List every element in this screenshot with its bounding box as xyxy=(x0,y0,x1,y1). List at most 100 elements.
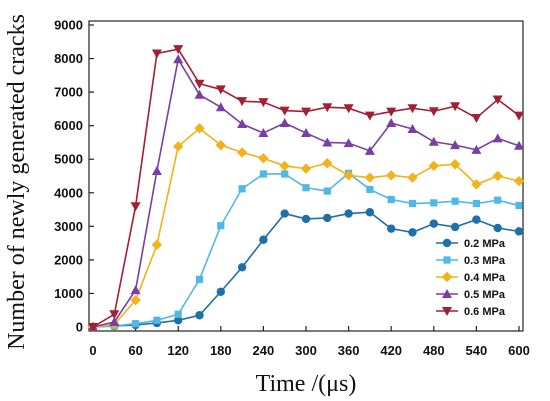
ticks: 0 60 120 180 240 300 360 420 480 540 6000100020003… xyxy=(54,18,530,359)
data-point xyxy=(407,172,418,183)
legend-item: 0.4 MPa xyxy=(436,271,506,284)
data-point xyxy=(300,163,312,174)
y-tick-label: 5000 xyxy=(54,152,83,167)
data-point xyxy=(408,228,417,237)
data-point xyxy=(471,144,482,154)
data-point xyxy=(364,111,375,121)
data-point xyxy=(279,160,290,172)
data-point xyxy=(194,79,205,89)
data-point xyxy=(238,185,246,193)
data-point xyxy=(494,196,502,204)
x-tick-label: 540 xyxy=(466,343,488,358)
data-point xyxy=(301,107,311,117)
series-line-03-mpa xyxy=(92,172,520,328)
data-point xyxy=(258,153,269,164)
x-tick-label: 240 xyxy=(253,343,275,358)
series-layer xyxy=(87,45,525,333)
x-tick-label: 360 xyxy=(338,343,360,358)
data-point xyxy=(259,170,267,178)
y-tick-label: 6000 xyxy=(54,118,83,133)
data-point xyxy=(428,107,439,117)
legend-label: 0.3 MPa xyxy=(464,255,506,267)
data-point xyxy=(322,158,333,169)
data-point xyxy=(215,102,226,112)
data-point xyxy=(322,103,333,113)
data-point xyxy=(132,320,140,328)
data-point xyxy=(365,208,375,217)
data-point xyxy=(151,49,162,59)
data-point xyxy=(471,179,482,190)
data-point xyxy=(258,98,269,108)
data-point xyxy=(364,145,375,155)
data-point xyxy=(301,214,311,224)
data-point xyxy=(450,222,460,232)
data-point xyxy=(322,137,333,147)
y-tick-label: 7000 xyxy=(54,85,83,100)
data-point xyxy=(514,227,524,236)
legend-item: 0.2 MPa xyxy=(436,238,506,250)
y-tick-label: 3000 xyxy=(54,219,83,234)
x-tick-label: 600 xyxy=(508,343,530,358)
data-point xyxy=(153,316,161,324)
legend-label: 0.4 MPa xyxy=(464,272,506,284)
data-point xyxy=(173,54,184,64)
axes xyxy=(88,20,524,332)
legend-item: 0.6 MPa xyxy=(436,306,506,318)
data-point xyxy=(513,175,525,187)
data-point xyxy=(343,104,354,114)
series-02-mpa xyxy=(88,208,524,332)
data-point xyxy=(407,124,418,134)
data-point xyxy=(109,310,120,320)
y-tick-label: 9000 xyxy=(54,18,83,33)
data-point xyxy=(386,117,397,127)
legend-marker xyxy=(442,238,452,248)
data-point xyxy=(216,287,225,296)
data-point xyxy=(236,147,248,158)
legend: 0.2 MPa 0.3 MPa 0.4 MPa 0.5 MPa 0.6 MPa xyxy=(436,238,506,318)
data-point xyxy=(174,310,182,318)
y-tick-label: 0 xyxy=(76,320,83,335)
data-point xyxy=(428,160,439,172)
data-point xyxy=(151,239,163,250)
data-point xyxy=(492,170,503,182)
x-axis-title: Time /(μs) xyxy=(256,371,357,397)
data-point xyxy=(450,102,461,112)
data-point xyxy=(387,224,396,233)
data-point xyxy=(88,323,98,332)
x-tick-label: 0 xyxy=(89,343,96,358)
data-point xyxy=(323,213,332,223)
x-tick-label: 300 xyxy=(295,343,317,358)
series-03-mpa xyxy=(89,169,523,331)
data-point xyxy=(215,139,226,151)
data-point xyxy=(281,170,289,178)
legend-label: 0.2 MPa xyxy=(464,238,506,250)
data-point xyxy=(450,140,461,150)
legend-marker xyxy=(442,307,452,316)
data-point xyxy=(151,165,162,175)
data-point xyxy=(343,170,354,181)
data-point xyxy=(323,187,331,195)
data-point xyxy=(279,106,290,116)
legend-marker xyxy=(442,289,452,298)
data-point xyxy=(109,316,120,326)
data-point xyxy=(408,199,417,208)
data-point xyxy=(493,223,502,233)
legend-marker xyxy=(441,271,453,283)
data-point xyxy=(514,111,524,121)
legend-item: 0.5 MPa xyxy=(436,289,506,301)
legend-label: 0.5 MPa xyxy=(464,289,506,301)
data-point xyxy=(301,128,311,138)
legend-marker xyxy=(443,256,451,264)
y-tick-label: 4000 xyxy=(54,185,83,200)
data-point xyxy=(344,209,353,218)
data-point xyxy=(215,85,226,95)
data-point xyxy=(386,107,397,117)
data-point xyxy=(428,136,439,146)
series-05-mpa xyxy=(88,54,524,331)
series-06-mpa xyxy=(88,45,524,332)
data-point xyxy=(430,199,438,207)
data-point xyxy=(386,170,397,181)
data-point xyxy=(302,184,310,192)
y-tick-label: 2000 xyxy=(54,252,83,267)
